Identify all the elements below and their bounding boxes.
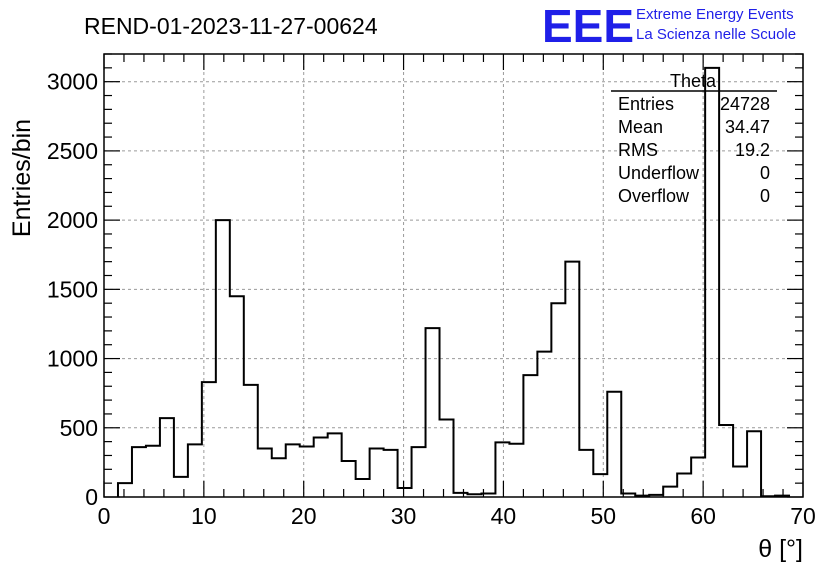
y-tick-label: 2000 [47,207,98,233]
logo-line-1: Extreme Energy Events [636,6,794,23]
histogram-bin [523,375,537,497]
y-tick-label: 1500 [47,276,98,302]
stats-row-value: 0 [760,163,770,183]
histogram-bin [593,474,607,497]
stats-title: Theta [670,71,717,91]
histogram-bin [356,479,370,497]
histogram-bin [509,444,523,497]
stats-row-value: 34.47 [725,117,770,137]
histogram-bin [188,444,202,497]
y-tick-label: 0 [85,484,98,510]
x-tick-label: 20 [291,503,317,529]
histogram-bin [398,488,412,497]
histogram-bin [258,449,272,497]
histogram-bin [551,303,565,497]
histogram-bin [174,477,188,497]
histogram-bin [216,220,230,497]
x-tick-label: 60 [690,503,716,529]
histogram-bin [118,483,132,497]
histogram-bin [328,433,342,497]
y-tick-label: 3000 [47,69,98,95]
stats-row-label: Underflow [618,163,700,183]
y-tick-label: 2500 [47,138,98,164]
run-title: REND-01-2023-11-27-00624 [84,13,378,39]
histogram-bin [202,382,216,497]
histogram-layer [116,66,791,498]
eee-logo-mark: EEE [542,0,634,52]
y-tick-label: 1000 [47,346,98,372]
histogram-bin [230,296,244,497]
histogram-bin [565,262,579,497]
y-tick-label: 500 [60,415,98,441]
histogram-bin [384,450,398,497]
stats-row-value: 0 [760,186,770,206]
histogram-bin [677,473,691,497]
logo-line-2: La Scienza nelle Scuole [636,26,796,43]
stats-row-value: 19.2 [735,140,770,160]
histogram-bin [160,418,174,497]
histogram-bin [146,446,160,497]
histogram-bin [705,68,719,497]
histogram-bin [663,487,677,497]
x-tick-label: 40 [491,503,517,529]
histogram-bin [440,419,454,497]
stats-row-label: Mean [618,117,663,137]
x-tick-label: 30 [391,503,417,529]
histogram-bin [244,385,258,497]
stats-row-label: RMS [618,140,658,160]
histogram-bin [747,431,761,497]
histogram-bin [607,392,621,497]
histogram-bin [579,450,593,497]
histogram-outline [116,66,791,498]
histogram-bin [426,328,440,497]
x-tick-label: 50 [590,503,616,529]
histogram-bin [719,425,733,497]
stats-row-value: 24728 [720,94,770,114]
x-tick-label: 0 [98,503,111,529]
tick-layer: 0 10 20 30 40 50 60 70 0 500 1000 1500 2000 2500 3000 [47,53,816,529]
histogram-bin [733,467,747,497]
x-axis-title: θ [°] [758,535,803,563]
stats-row-label: Overflow [618,186,690,206]
stats-box: Theta Entries 24728 Mean 34.47 RMS 19.2 Underf… [611,71,777,206]
histogram-bin [537,352,551,497]
x-tick-label: 10 [191,503,217,529]
histogram-bin [370,449,384,497]
stats-row-label: Entries [618,94,674,114]
stats-rows: Entries 24728 Mean 34.47 RMS 19.2 Underflow 0 Ov… [618,94,770,206]
histogram-bin [286,444,300,497]
histogram-bin [300,446,314,497]
y-axis-title: Entries/bin [8,119,36,237]
histogram-bin [495,442,509,497]
histogram-bin [314,437,328,497]
x-tick-label: 70 [790,503,816,529]
